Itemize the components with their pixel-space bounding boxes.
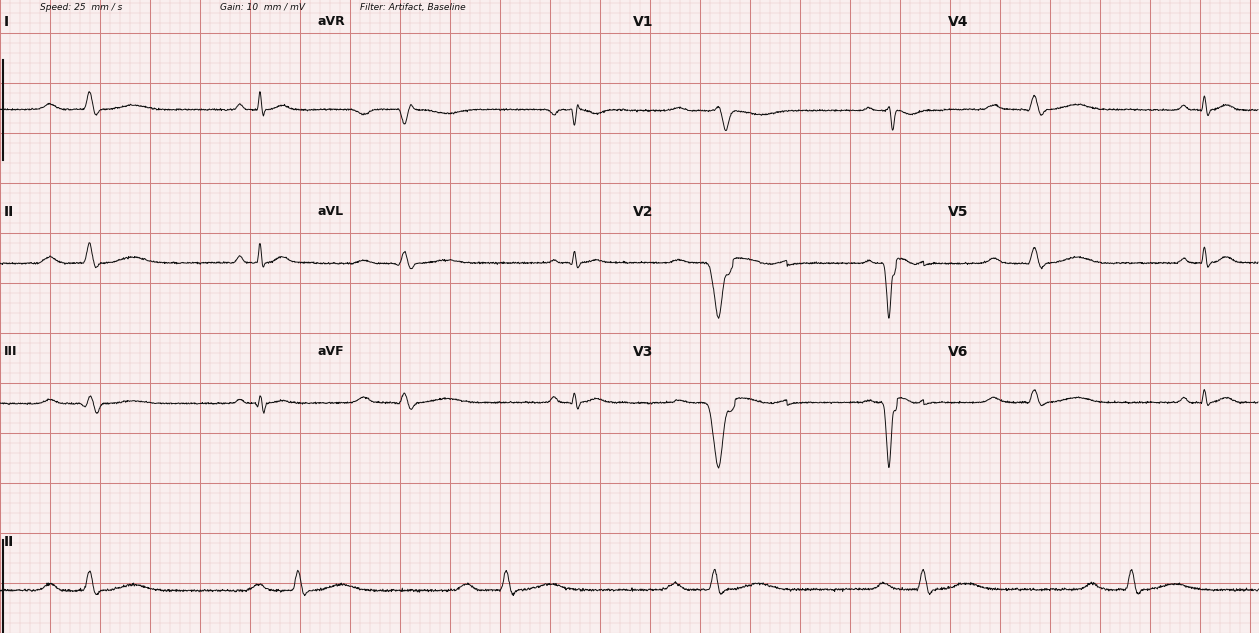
Text: II: II xyxy=(4,205,14,219)
Text: Filter: Artifact, Baseline: Filter: Artifact, Baseline xyxy=(360,3,466,12)
Text: V4: V4 xyxy=(948,15,968,29)
Text: Gain: 10  mm / mV: Gain: 10 mm / mV xyxy=(220,3,305,12)
Text: V6: V6 xyxy=(948,345,968,359)
Text: V5: V5 xyxy=(948,205,968,219)
Text: V1: V1 xyxy=(633,15,653,29)
Text: V3: V3 xyxy=(633,345,653,359)
Text: Speed: 25  mm / s: Speed: 25 mm / s xyxy=(40,3,122,12)
Text: aVL: aVL xyxy=(319,205,344,218)
Text: I: I xyxy=(4,15,9,29)
Text: aVR: aVR xyxy=(319,15,346,28)
Text: III: III xyxy=(4,345,18,358)
Text: aVF: aVF xyxy=(319,345,345,358)
Text: II: II xyxy=(4,535,14,549)
Text: V2: V2 xyxy=(633,205,653,219)
